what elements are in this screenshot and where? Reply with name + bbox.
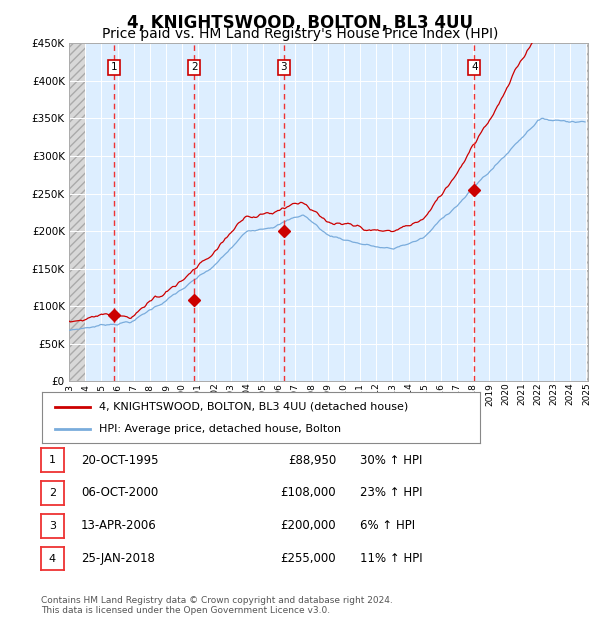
Text: 1: 1 bbox=[111, 63, 118, 73]
Text: 4: 4 bbox=[471, 63, 478, 73]
Text: Contains HM Land Registry data © Crown copyright and database right 2024.
This d: Contains HM Land Registry data © Crown c… bbox=[41, 596, 392, 615]
Text: £200,000: £200,000 bbox=[280, 520, 336, 532]
Text: 4, KNIGHTSWOOD, BOLTON, BL3 4UU (detached house): 4, KNIGHTSWOOD, BOLTON, BL3 4UU (detache… bbox=[99, 402, 408, 412]
Text: 4, KNIGHTSWOOD, BOLTON, BL3 4UU: 4, KNIGHTSWOOD, BOLTON, BL3 4UU bbox=[127, 14, 473, 32]
Text: 3: 3 bbox=[280, 63, 287, 73]
Text: 30% ↑ HPI: 30% ↑ HPI bbox=[360, 454, 422, 466]
Text: 2: 2 bbox=[49, 488, 56, 498]
Text: 06-OCT-2000: 06-OCT-2000 bbox=[81, 487, 158, 499]
Text: £88,950: £88,950 bbox=[288, 454, 336, 466]
Text: 20-OCT-1995: 20-OCT-1995 bbox=[81, 454, 158, 466]
Bar bbox=[69, 43, 85, 381]
Text: Price paid vs. HM Land Registry's House Price Index (HPI): Price paid vs. HM Land Registry's House … bbox=[102, 27, 498, 41]
Text: 6% ↑ HPI: 6% ↑ HPI bbox=[360, 520, 415, 532]
Bar bbox=[586, 43, 589, 381]
Text: 25-JAN-2018: 25-JAN-2018 bbox=[81, 552, 155, 565]
Text: 23% ↑ HPI: 23% ↑ HPI bbox=[360, 487, 422, 499]
Text: £255,000: £255,000 bbox=[280, 552, 336, 565]
Text: 2: 2 bbox=[191, 63, 197, 73]
Text: 11% ↑ HPI: 11% ↑ HPI bbox=[360, 552, 422, 565]
Text: 13-APR-2006: 13-APR-2006 bbox=[81, 520, 157, 532]
Text: 3: 3 bbox=[49, 521, 56, 531]
Text: HPI: Average price, detached house, Bolton: HPI: Average price, detached house, Bolt… bbox=[99, 424, 341, 434]
Text: 1: 1 bbox=[49, 455, 56, 465]
Text: £108,000: £108,000 bbox=[280, 487, 336, 499]
Text: 4: 4 bbox=[49, 554, 56, 564]
